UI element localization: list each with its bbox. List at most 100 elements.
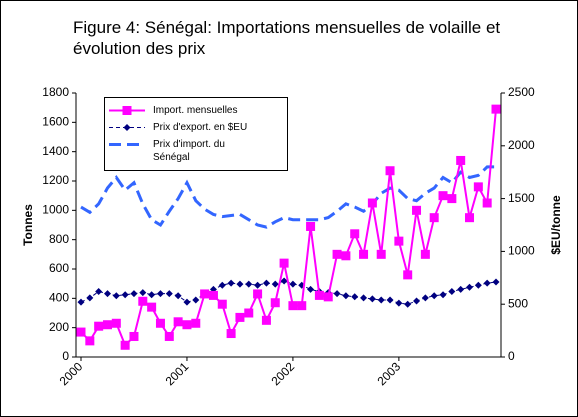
data-point bbox=[271, 280, 279, 288]
data-point bbox=[368, 295, 376, 303]
data-point bbox=[174, 292, 182, 300]
data-point bbox=[351, 293, 359, 301]
data-point bbox=[261, 315, 271, 325]
y2-tick-label: 0 bbox=[508, 349, 515, 363]
data-point bbox=[262, 279, 270, 287]
data-point bbox=[332, 249, 342, 259]
data-point bbox=[112, 292, 120, 300]
data-point bbox=[244, 308, 254, 318]
data-point bbox=[86, 294, 94, 302]
data-point bbox=[289, 280, 297, 288]
data-point bbox=[420, 249, 430, 259]
y-tick-label: 0 bbox=[62, 349, 69, 363]
legend-swatch bbox=[109, 124, 145, 131]
y-axis-label: Tonnes bbox=[21, 204, 35, 246]
data-point bbox=[341, 251, 351, 261]
data-point bbox=[236, 280, 244, 288]
data-point bbox=[342, 292, 350, 300]
y2-tick-label: 1000 bbox=[508, 244, 535, 258]
x-tick-label: 2003 bbox=[374, 359, 403, 388]
legend-swatch bbox=[109, 106, 145, 115]
data-point bbox=[491, 104, 501, 114]
data-point bbox=[227, 279, 235, 287]
y-tick-label: 600 bbox=[49, 261, 69, 275]
data-point bbox=[156, 290, 164, 298]
legend-item: Prix d'import. du Sénégal bbox=[105, 138, 287, 164]
data-point bbox=[350, 229, 360, 239]
data-point bbox=[447, 194, 457, 204]
data-point bbox=[465, 213, 475, 223]
data-point bbox=[121, 291, 129, 299]
legend: Import. mensuelles Prix d'export. en $EU P… bbox=[104, 97, 288, 171]
data-point bbox=[483, 279, 491, 287]
data-point bbox=[245, 280, 253, 288]
legend-marker bbox=[123, 124, 131, 131]
data-point bbox=[155, 318, 165, 328]
data-point bbox=[385, 166, 395, 176]
y2-tick-label: 1500 bbox=[508, 191, 535, 205]
data-point bbox=[474, 281, 482, 289]
data-point bbox=[120, 340, 130, 350]
y-tick-label: 1800 bbox=[42, 85, 69, 99]
y-tick-label: 1000 bbox=[42, 203, 69, 217]
data-point bbox=[456, 155, 466, 165]
data-point bbox=[430, 292, 438, 300]
data-point bbox=[377, 296, 385, 304]
data-point bbox=[466, 283, 474, 291]
data-point bbox=[138, 296, 148, 306]
y2-tick-label: 2000 bbox=[508, 138, 535, 152]
data-point bbox=[254, 281, 262, 289]
data-point bbox=[164, 331, 174, 341]
x-tick-label: 2000 bbox=[57, 359, 86, 388]
data-point bbox=[367, 198, 377, 208]
legend-label: Import. mensuelles bbox=[153, 105, 238, 116]
data-point bbox=[183, 298, 191, 306]
data-point bbox=[182, 320, 192, 330]
data-point bbox=[103, 290, 111, 298]
data-point bbox=[192, 296, 200, 304]
legend-marker bbox=[122, 106, 132, 115]
legend-item: Import. mensuelles bbox=[105, 104, 287, 117]
y-tick-label: 800 bbox=[49, 232, 69, 246]
data-point bbox=[217, 299, 227, 309]
data-point bbox=[129, 331, 139, 341]
data-point bbox=[333, 290, 341, 298]
data-point bbox=[279, 258, 289, 268]
data-point bbox=[403, 270, 413, 280]
data-point bbox=[77, 298, 85, 306]
data-point bbox=[404, 300, 412, 308]
data-point bbox=[297, 301, 307, 311]
data-point bbox=[94, 321, 104, 331]
data-point bbox=[253, 289, 263, 299]
data-point bbox=[394, 236, 404, 246]
y-tick-label: 1400 bbox=[42, 144, 69, 158]
y-tick-label: 200 bbox=[49, 320, 69, 334]
data-point bbox=[130, 290, 138, 298]
data-point bbox=[208, 290, 218, 300]
legend-label: Prix d'export. en $EU bbox=[153, 122, 248, 133]
data-point bbox=[147, 302, 157, 312]
y2-axis-label: $EU/tonne bbox=[549, 195, 563, 255]
data-point bbox=[270, 298, 280, 308]
x-tick-label: 2002 bbox=[268, 359, 297, 388]
data-point bbox=[288, 301, 298, 311]
series-line bbox=[80, 165, 496, 229]
data-point bbox=[165, 290, 173, 298]
data-point bbox=[314, 290, 324, 300]
data-point bbox=[413, 297, 421, 305]
y2-tick-label: 2500 bbox=[508, 85, 535, 99]
x-tick-label: 2001 bbox=[163, 359, 192, 388]
y-tick-label: 400 bbox=[49, 291, 69, 305]
data-point bbox=[307, 285, 315, 293]
data-point bbox=[412, 205, 422, 215]
data-point bbox=[438, 191, 448, 201]
data-point bbox=[200, 289, 210, 299]
data-point bbox=[102, 320, 112, 330]
data-point bbox=[95, 288, 103, 296]
data-point bbox=[421, 294, 429, 302]
y-tick-label: 1600 bbox=[42, 115, 69, 129]
data-point bbox=[360, 294, 368, 302]
data-point bbox=[386, 296, 394, 304]
data-point bbox=[111, 318, 121, 328]
